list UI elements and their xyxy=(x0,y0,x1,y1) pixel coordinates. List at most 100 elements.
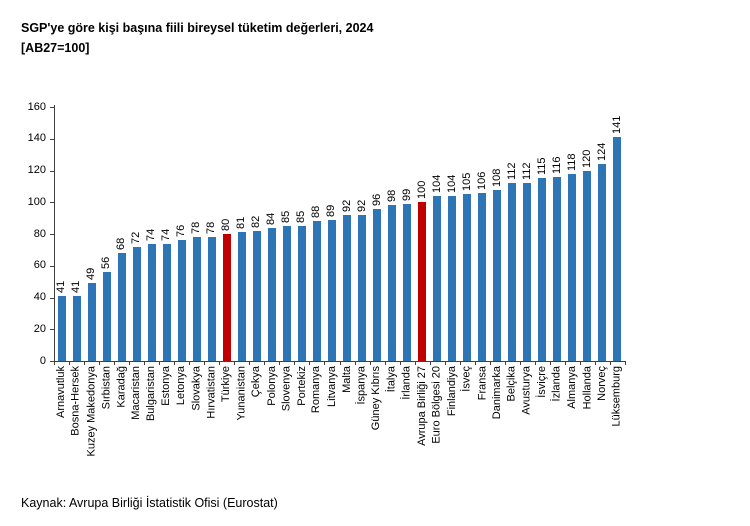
y-tick-mark xyxy=(50,329,54,331)
x-tick-mark xyxy=(594,362,596,365)
x-tick-mark xyxy=(399,362,401,365)
x-tick-mark xyxy=(84,362,86,365)
bar-value-label: 80 xyxy=(220,218,233,231)
bar-value-label: 78 xyxy=(205,221,218,235)
bar-çekya xyxy=(252,230,261,361)
bar-value-label: 78 xyxy=(190,221,203,235)
x-tick-mark xyxy=(294,362,296,365)
x-tick-mark xyxy=(189,362,191,365)
bar-malta xyxy=(343,214,351,361)
x-tick-mark xyxy=(99,362,101,365)
bar-value-label: 118 xyxy=(565,153,578,171)
category-label: Sırbistan xyxy=(100,366,113,410)
x-axis xyxy=(54,361,626,362)
category-label: Kuzey Makedonya xyxy=(85,366,98,457)
category-label: Malta xyxy=(340,366,353,393)
bar-value-label: 82 xyxy=(250,215,263,228)
y-tick-mark xyxy=(50,107,54,108)
category-label: Çekya xyxy=(250,366,263,398)
bar-value-label: 115 xyxy=(535,157,548,176)
x-tick-mark xyxy=(339,362,341,365)
bar-hollanda xyxy=(583,170,592,361)
category-label: Hırvatistan xyxy=(205,366,218,419)
category-label: Litvanya xyxy=(325,366,338,407)
category-label: Slovenya xyxy=(280,366,293,412)
y-tick-label: 100 xyxy=(27,195,46,208)
x-tick-mark xyxy=(549,362,551,365)
x-tick-mark xyxy=(609,362,611,365)
category-label: Slovakya xyxy=(190,366,203,411)
bar-value-label: 106 xyxy=(475,171,488,190)
y-tick-mark xyxy=(50,234,54,235)
bar-karadağ xyxy=(117,253,126,361)
category-label: Finlandiya xyxy=(445,366,458,417)
bar-value-label: 56 xyxy=(100,256,113,270)
bar-slovakya xyxy=(192,237,201,361)
bar-i̇sviçre xyxy=(538,178,547,361)
bar-i̇rlanda xyxy=(403,203,412,361)
bar-polonya xyxy=(267,227,276,361)
bar-value-label: 74 xyxy=(160,228,173,241)
x-tick-mark xyxy=(489,362,491,365)
x-tick-mark xyxy=(459,362,461,365)
x-tick-mark xyxy=(219,362,221,365)
x-tick-mark xyxy=(204,362,206,365)
x-tick-mark xyxy=(279,362,281,365)
bar-value-label: 120 xyxy=(580,149,593,168)
bar-belçika xyxy=(508,183,517,361)
bar-i̇talya xyxy=(388,205,397,361)
bar-value-label: 105 xyxy=(460,172,473,192)
y-axis xyxy=(54,105,55,362)
x-tick-mark xyxy=(519,362,521,365)
bar-value-label: 112 xyxy=(520,162,533,181)
y-tick-label: 60 xyxy=(33,259,46,272)
x-tick-mark xyxy=(234,362,236,365)
x-tick-mark xyxy=(429,362,431,365)
category-label: Türkiye xyxy=(220,366,233,403)
bar-i̇sveç xyxy=(463,194,472,361)
bar-value-label: 108 xyxy=(490,168,503,187)
bar-value-label: 104 xyxy=(445,174,458,193)
y-tick-mark xyxy=(50,170,54,172)
bar-norveç xyxy=(598,164,607,361)
category-label: Polonya xyxy=(265,366,278,406)
x-tick-mark xyxy=(144,362,146,365)
x-tick-mark xyxy=(54,362,55,365)
x-tick-mark xyxy=(174,362,176,365)
bar-value-label: 88 xyxy=(310,206,323,219)
category-label: Arnavutluk xyxy=(55,366,67,418)
bar-i̇spanya xyxy=(358,214,367,361)
category-label: Bosna-Hersek xyxy=(70,366,83,436)
category-label: Romanya xyxy=(310,366,323,414)
category-label: İzlanda xyxy=(550,366,563,402)
category-label: Letonya xyxy=(175,366,188,406)
bar-macaristan xyxy=(132,246,141,361)
chart-title: SGP'ye göre kişi başına fiili bireysel t… xyxy=(21,18,373,58)
bar-yunanistan xyxy=(237,232,246,361)
x-tick-mark xyxy=(354,362,356,365)
y-tick-label: 40 xyxy=(33,291,46,303)
category-label: Bulgaristan xyxy=(145,366,158,422)
x-tick-mark xyxy=(474,362,476,365)
y-tick-label: 20 xyxy=(33,322,46,335)
bar-value-label: 104 xyxy=(430,174,443,193)
bar-türkiye xyxy=(222,234,231,361)
y-tick-mark xyxy=(50,361,54,362)
x-tick-mark xyxy=(504,362,506,365)
category-label: İrlanda xyxy=(400,366,413,400)
x-tick-mark xyxy=(159,362,161,365)
chart-title-line1: SGP'ye göre kişi başına fiili bireysel t… xyxy=(21,21,374,35)
bar-value-label: 92 xyxy=(340,199,353,212)
bar-value-label: 85 xyxy=(295,210,308,224)
category-label: Avrupa Birliği 27 xyxy=(415,366,428,446)
bar-value-label: 41 xyxy=(55,280,67,293)
x-tick-mark xyxy=(114,362,116,365)
x-tick-mark xyxy=(129,362,131,365)
x-tick-mark xyxy=(534,362,536,365)
y-tick-mark xyxy=(50,202,54,204)
x-tick-mark xyxy=(249,362,251,365)
y-tick-mark xyxy=(50,138,54,140)
category-label: Avusturya xyxy=(520,366,533,415)
bar-bulgaristan xyxy=(147,243,156,361)
